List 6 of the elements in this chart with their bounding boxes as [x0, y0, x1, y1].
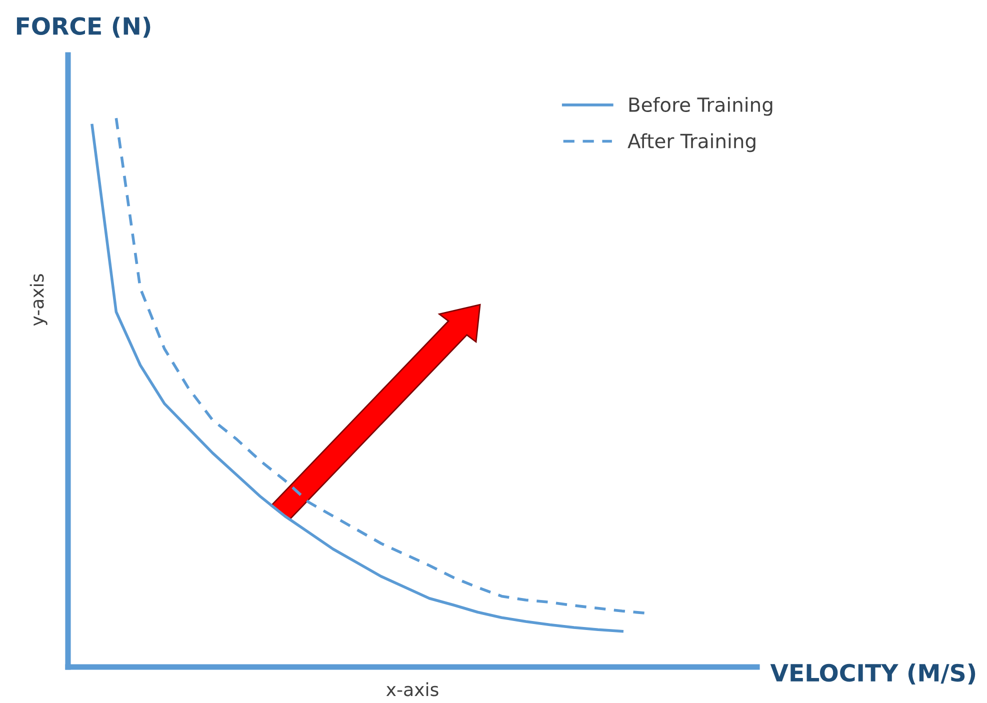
text: FORCE (N) [16, 16, 150, 38]
y-axis-title: y-axis [30, 274, 48, 326]
x-axis-title: x-axis [386, 682, 438, 696]
legend-label: After Training [628, 133, 756, 152]
legend-label: Before Training [629, 96, 772, 116]
text: VELOCITY (M/S) [770, 663, 976, 685]
